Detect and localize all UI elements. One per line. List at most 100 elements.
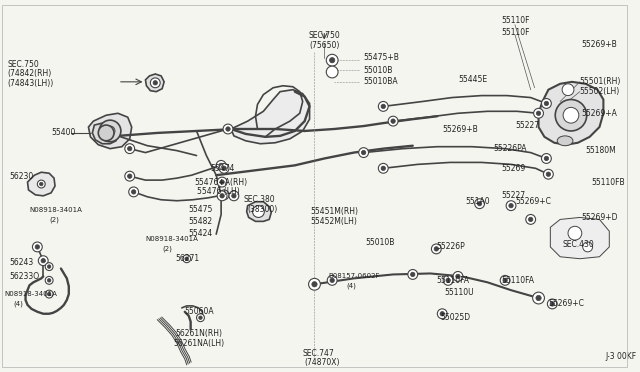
Circle shape — [431, 244, 441, 254]
Text: 55110U: 55110U — [444, 288, 474, 296]
Text: 56261NA(LH): 56261NA(LH) — [173, 339, 224, 348]
Text: SEC.747: SEC.747 — [303, 349, 335, 357]
Circle shape — [388, 116, 398, 126]
Text: 55269+B: 55269+B — [442, 125, 478, 134]
Text: N08918-3401A: N08918-3401A — [145, 236, 198, 242]
Circle shape — [541, 154, 551, 163]
Circle shape — [509, 203, 513, 208]
Circle shape — [330, 278, 334, 283]
Text: 55452M(LH): 55452M(LH) — [310, 217, 357, 226]
Text: N08918-3401A: N08918-3401A — [4, 291, 57, 297]
Circle shape — [544, 156, 548, 161]
Circle shape — [381, 166, 385, 170]
Circle shape — [536, 111, 541, 115]
Text: 56271: 56271 — [175, 254, 199, 263]
Text: 55180M: 55180M — [586, 146, 616, 155]
Text: 56261N(RH): 56261N(RH) — [175, 329, 222, 338]
Circle shape — [232, 193, 236, 198]
Circle shape — [308, 278, 321, 290]
Circle shape — [437, 309, 447, 319]
Text: J-3 00KF: J-3 00KF — [605, 353, 637, 362]
Text: 55227: 55227 — [501, 191, 525, 201]
Text: 55400: 55400 — [51, 128, 76, 137]
Text: (74870X): (74870X) — [305, 358, 340, 368]
Circle shape — [185, 257, 189, 260]
Circle shape — [253, 206, 264, 218]
Polygon shape — [92, 123, 118, 144]
Circle shape — [219, 163, 229, 173]
Text: (4): (4) — [346, 283, 356, 289]
Polygon shape — [550, 218, 609, 259]
Circle shape — [45, 290, 53, 298]
Circle shape — [47, 292, 51, 296]
Circle shape — [127, 147, 132, 151]
Circle shape — [125, 171, 134, 181]
Text: 55226P: 55226P — [436, 243, 465, 251]
Circle shape — [219, 190, 229, 200]
Circle shape — [45, 263, 53, 270]
Text: 55110FB: 55110FB — [591, 177, 625, 187]
Circle shape — [562, 84, 574, 96]
Text: 55269+C: 55269+C — [515, 197, 551, 206]
Text: 55501(RH): 55501(RH) — [580, 77, 621, 86]
Circle shape — [378, 163, 388, 173]
Text: 55226PA: 55226PA — [493, 144, 527, 153]
Circle shape — [330, 58, 335, 63]
Circle shape — [536, 295, 541, 301]
Text: (74842(RH): (74842(RH) — [8, 70, 52, 78]
Circle shape — [37, 180, 45, 188]
Circle shape — [47, 279, 51, 282]
Text: 55474: 55474 — [211, 164, 235, 173]
Text: 55269+B: 55269+B — [582, 40, 618, 49]
Circle shape — [546, 172, 550, 176]
Circle shape — [568, 226, 582, 240]
Text: SEC.430: SEC.430 — [562, 240, 594, 250]
Text: 55110F: 55110F — [501, 16, 530, 25]
Circle shape — [381, 104, 385, 109]
Text: (2): (2) — [49, 216, 59, 223]
Circle shape — [129, 187, 139, 197]
Circle shape — [125, 144, 134, 154]
Polygon shape — [145, 74, 164, 92]
Text: 55010B: 55010B — [365, 238, 395, 247]
Polygon shape — [28, 172, 55, 196]
Text: SEC.750: SEC.750 — [8, 60, 40, 69]
Circle shape — [217, 191, 227, 201]
Circle shape — [408, 270, 418, 279]
Circle shape — [219, 163, 223, 167]
Circle shape — [223, 124, 233, 134]
Circle shape — [229, 191, 239, 201]
Text: 55025D: 55025D — [440, 313, 470, 322]
Text: 55476+A(RH): 55476+A(RH) — [195, 177, 248, 187]
Circle shape — [475, 199, 484, 209]
Circle shape — [33, 242, 42, 252]
Circle shape — [222, 166, 227, 170]
Circle shape — [534, 108, 543, 118]
Text: SEC.380: SEC.380 — [244, 195, 275, 204]
Text: N08918-3401A: N08918-3401A — [29, 206, 83, 212]
Circle shape — [38, 256, 48, 266]
Text: 55475: 55475 — [189, 205, 213, 214]
Circle shape — [153, 81, 157, 85]
Text: B08157-0602F: B08157-0602F — [328, 273, 380, 279]
Text: 55269: 55269 — [501, 164, 525, 173]
Circle shape — [563, 108, 579, 123]
Circle shape — [105, 126, 115, 136]
Text: 55445E: 55445E — [458, 76, 487, 84]
Circle shape — [41, 259, 45, 263]
Text: 55482: 55482 — [189, 217, 213, 226]
Text: 55010BA: 55010BA — [364, 77, 398, 86]
Text: 55010B: 55010B — [364, 65, 393, 74]
Circle shape — [217, 177, 227, 187]
Text: (38300): (38300) — [248, 205, 278, 214]
Circle shape — [326, 54, 338, 66]
Circle shape — [444, 275, 453, 285]
Text: 56243: 56243 — [10, 258, 34, 267]
Circle shape — [196, 314, 204, 322]
Circle shape — [532, 292, 545, 304]
Circle shape — [99, 120, 121, 142]
Circle shape — [326, 66, 338, 78]
Circle shape — [183, 255, 191, 263]
Circle shape — [529, 217, 533, 222]
Circle shape — [220, 193, 224, 198]
